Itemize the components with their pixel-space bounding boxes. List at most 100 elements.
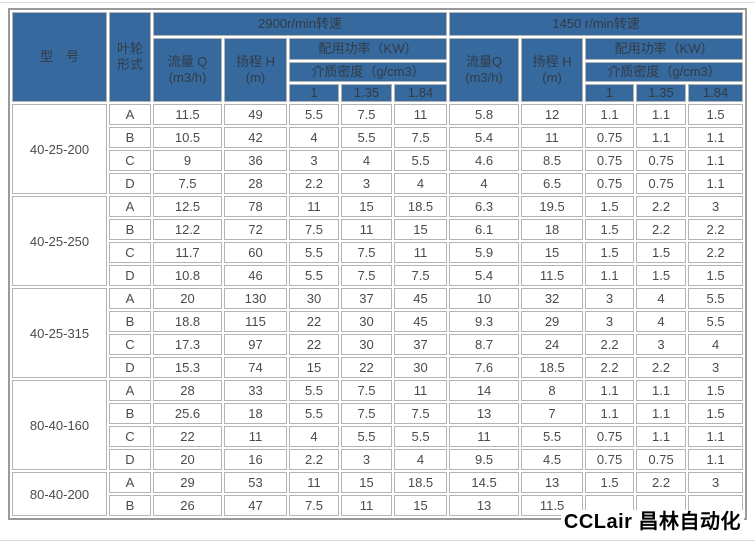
value-cell: 33 <box>224 380 287 402</box>
model-cell: 40-25-315 <box>12 288 107 379</box>
top-divider <box>0 2 755 3</box>
value-cell: 1.1 <box>585 380 635 402</box>
value-cell: 1.5 <box>688 380 744 402</box>
value-cell: 26 <box>153 495 222 517</box>
value-cell: 1.1 <box>585 265 635 287</box>
table-row: C 22 11 4 5.5 5.5 11 5.5 0.75 1.1 1.1 <box>12 426 744 448</box>
value-cell: 7.5 <box>289 495 339 517</box>
value-cell: 1.1 <box>688 173 744 195</box>
watermark: CCLair 昌林自动化 <box>560 510 744 534</box>
value-cell: 4 <box>449 173 520 195</box>
value-cell: 1.1 <box>636 403 687 425</box>
value-cell: 72 <box>224 219 287 241</box>
value-cell: 4 <box>394 173 448 195</box>
value-cell: 4.5 <box>521 449 584 471</box>
value-cell: 11.7 <box>153 242 222 264</box>
impeller-type-cell: C <box>109 242 151 264</box>
value-cell: 18.5 <box>521 357 584 379</box>
header-flow-2900-unit: (m3/h) <box>168 70 207 86</box>
value-cell: 42 <box>224 127 287 149</box>
header-density-184-1450: 1.84 <box>688 84 744 103</box>
value-cell: 0.75 <box>585 449 635 471</box>
impeller-type-cell: B <box>109 495 151 517</box>
value-cell: 2.2 <box>585 334 635 356</box>
value-cell: 0.75 <box>585 150 635 172</box>
value-cell: 6.3 <box>449 196 520 218</box>
value-cell: 4 <box>341 150 392 172</box>
value-cell: 5.5 <box>521 426 584 448</box>
impeller-type-cell: B <box>109 219 151 241</box>
value-cell: 20 <box>153 288 222 310</box>
value-cell: 6.1 <box>449 219 520 241</box>
value-cell: 0.75 <box>636 150 687 172</box>
value-cell: 5.5 <box>341 127 392 149</box>
value-cell: 13 <box>449 495 520 517</box>
value-cell: 7.5 <box>341 265 392 287</box>
value-cell: 3 <box>289 150 339 172</box>
header-impeller: 叶轮形式 <box>109 12 151 103</box>
value-cell: 53 <box>224 472 287 494</box>
table-row: D 20 16 2.2 3 4 9.5 4.5 0.75 0.75 1.1 <box>12 449 744 471</box>
table-row: B 25.6 18 5.5 7.5 7.5 13 7 1.1 1.1 1.5 <box>12 403 744 425</box>
value-cell: 3 <box>688 357 744 379</box>
value-cell: 0.75 <box>636 449 687 471</box>
value-cell: 5.5 <box>688 288 744 310</box>
header-row-density-values: 1 1.35 1.84 1 1.35 1.84 <box>12 84 744 103</box>
value-cell: 15 <box>341 472 392 494</box>
header-density-135-2900: 1.35 <box>341 84 392 103</box>
table-row: 40-25-200 A 11.5 49 5.5 7.5 11 5.8 12 1.1 1.1 1.5 <box>12 104 744 195</box>
value-cell: 1.5 <box>636 242 687 264</box>
value-cell: 46 <box>224 265 287 287</box>
header-row-speed: 型 号 叶轮形式 2900r/min转速 1450 r/min转速 <box>12 12 744 103</box>
value-cell: 1.1 <box>688 449 744 471</box>
value-cell: 5.5 <box>341 426 392 448</box>
value-cell: 74 <box>224 357 287 379</box>
value-cell: 7.5 <box>394 127 448 149</box>
value-cell: 60 <box>224 242 287 264</box>
value-cell: 5.5 <box>289 403 339 425</box>
value-cell: 11 <box>224 426 287 448</box>
value-cell: 3 <box>688 472 744 494</box>
value-cell: 11 <box>341 219 392 241</box>
value-cell: 0.75 <box>585 426 635 448</box>
value-cell: 78 <box>224 196 287 218</box>
table-row: B 12.2 72 7.5 11 15 6.1 18 1.5 2.2 2.2 <box>12 219 744 241</box>
value-cell: 3 <box>688 196 744 218</box>
value-cell: 2.2 <box>688 219 744 241</box>
value-cell: 1.5 <box>585 472 635 494</box>
value-cell: 18 <box>224 403 287 425</box>
value-cell: 5.5 <box>289 242 339 264</box>
table-row: D 10.8 46 5.5 7.5 7.5 5.4 11.5 1.1 1.5 1.5 <box>12 265 744 287</box>
header-flow-1450: 流量Q (m3/h) <box>449 38 520 103</box>
header-head-1450-label: 扬程 H <box>532 53 572 69</box>
value-cell: 3 <box>636 334 687 356</box>
value-cell: 47 <box>224 495 287 517</box>
value-cell: 2.2 <box>289 449 339 471</box>
value-cell: 1.5 <box>585 219 635 241</box>
value-cell: 1.1 <box>688 426 744 448</box>
value-cell: 45 <box>394 311 448 333</box>
impeller-type-cell: A <box>109 288 151 310</box>
impeller-type-cell: A <box>109 104 151 126</box>
value-cell: 15 <box>394 219 448 241</box>
value-cell: 16 <box>224 449 287 471</box>
value-cell: 9.5 <box>449 449 520 471</box>
value-cell: 5.8 <box>449 104 520 126</box>
value-cell: 1.5 <box>688 403 744 425</box>
value-cell: 3 <box>585 288 635 310</box>
value-cell: 18.5 <box>394 196 448 218</box>
impeller-type-cell: B <box>109 311 151 333</box>
header-density-1450: 介质密度（g/cm3） <box>585 62 744 82</box>
header-row-density: 介质密度（g/cm3） 介质密度（g/cm3） <box>12 62 744 82</box>
value-cell: 30 <box>394 357 448 379</box>
impeller-type-cell: D <box>109 357 151 379</box>
value-cell: 11 <box>289 472 339 494</box>
value-cell: 4.6 <box>449 150 520 172</box>
value-cell: 0.75 <box>636 173 687 195</box>
value-cell: 130 <box>224 288 287 310</box>
value-cell: 29 <box>521 311 584 333</box>
impeller-type-cell: A <box>109 380 151 402</box>
value-cell: 22 <box>289 311 339 333</box>
impeller-type-cell: C <box>109 150 151 172</box>
impeller-type-cell: A <box>109 472 151 494</box>
